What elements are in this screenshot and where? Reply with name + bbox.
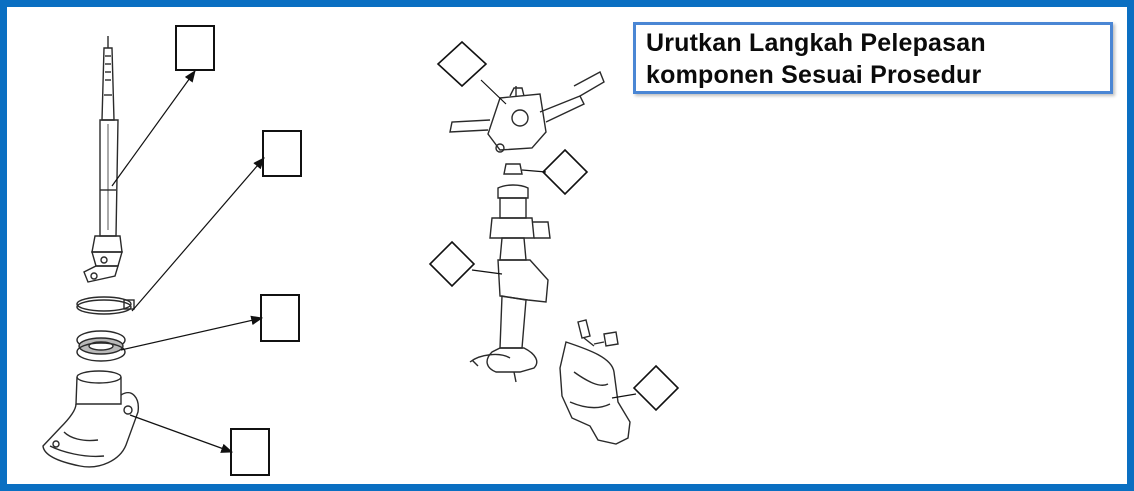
steering-column-drawing bbox=[469, 184, 551, 383]
answer-box-2[interactable] bbox=[262, 130, 302, 177]
combination-switch-drawing bbox=[449, 71, 605, 153]
answer-box-3[interactable] bbox=[260, 294, 300, 342]
column-cover-drawing bbox=[42, 370, 139, 468]
diamond-labels bbox=[428, 40, 680, 412]
leader-arrows bbox=[111, 70, 265, 453]
hose-clamp-drawing bbox=[76, 296, 135, 315]
answer-box-1[interactable] bbox=[175, 25, 215, 71]
answer-box-4[interactable] bbox=[230, 428, 270, 476]
steering-shaft-drawing bbox=[83, 36, 123, 283]
column-bracket-drawing bbox=[559, 319, 631, 445]
nut-drawing bbox=[503, 163, 523, 175]
instruction-title-line-1: Urutkan Langkah Pelepasan bbox=[646, 29, 986, 57]
instruction-title-box: Urutkan Langkah Pelepasan komponen Sesua… bbox=[633, 22, 1113, 94]
diamond-leaders bbox=[471, 79, 637, 399]
diamond-label-2[interactable] bbox=[541, 148, 589, 196]
diamond-label-3[interactable] bbox=[428, 240, 476, 288]
instruction-title-line-2: komponen Sesuai Prosedur bbox=[646, 61, 982, 89]
answer-boxes bbox=[175, 25, 302, 476]
diamond-label-1[interactable] bbox=[436, 40, 488, 88]
diamond-label-4[interactable] bbox=[632, 364, 680, 412]
column-seal-drawing bbox=[76, 330, 126, 362]
